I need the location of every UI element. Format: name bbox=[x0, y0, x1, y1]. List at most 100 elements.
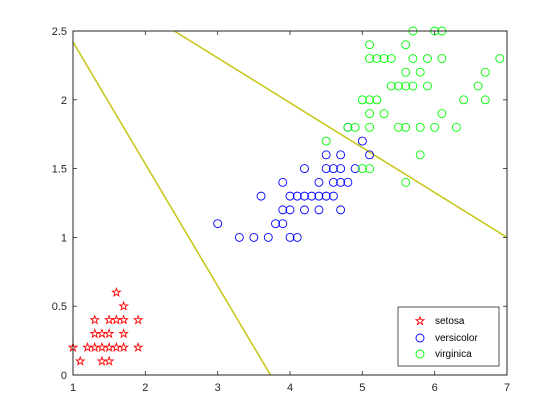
y-tick-label: 2 bbox=[61, 95, 67, 107]
virginica-point-15 bbox=[379, 54, 389, 63]
versicolor-point-34 bbox=[350, 164, 360, 174]
legend-symbol-versicolor bbox=[415, 333, 425, 343]
x-tick-label: 5 bbox=[359, 382, 365, 394]
setosa-point-19 bbox=[118, 314, 129, 325]
decision-boundaries bbox=[73, 31, 507, 375]
virginica-point-28 bbox=[415, 150, 425, 160]
versicolor-point-11 bbox=[285, 205, 295, 215]
virginica-point-2 bbox=[343, 122, 353, 132]
versicolor-point-24 bbox=[321, 150, 331, 160]
versicolor-point-26 bbox=[328, 177, 338, 187]
y-tick-label: 2.5 bbox=[52, 26, 67, 38]
virginica-point-14 bbox=[379, 109, 389, 119]
y-tick-label: 0.5 bbox=[52, 301, 67, 313]
x-tick-label: 7 bbox=[504, 382, 510, 394]
x-tick-label: 2 bbox=[142, 382, 148, 394]
setosa-point-21 bbox=[132, 341, 144, 352]
virginica-point-3 bbox=[350, 122, 360, 132]
virginica-point-19 bbox=[394, 81, 403, 91]
virginica-point-41 bbox=[480, 95, 490, 105]
virginica-point-35 bbox=[437, 109, 447, 119]
virginica-point-9 bbox=[365, 95, 375, 105]
legend-marker-virginica bbox=[415, 349, 425, 359]
virginica-point-5 bbox=[357, 95, 367, 105]
virginica-point-18 bbox=[394, 122, 403, 132]
y-tick-label: 1.5 bbox=[52, 164, 67, 176]
versicolor-point-19 bbox=[314, 205, 324, 215]
x-tick-label: 6 bbox=[432, 382, 438, 394]
versicolor-point-27 bbox=[328, 164, 338, 174]
virginica-point-13 bbox=[372, 54, 382, 63]
axis-ticks: 1 2 3 4 5 6 7 0 0.5 1 1.5 2 2.5 bbox=[52, 26, 510, 394]
virginica-point-43 bbox=[495, 54, 505, 63]
y-tick-label: 0 bbox=[61, 370, 67, 382]
legend-label-setosa: setosa bbox=[435, 316, 465, 327]
x-tick-label: 4 bbox=[287, 382, 293, 394]
virginica-point-38 bbox=[451, 122, 461, 132]
versicolor-point-17 bbox=[300, 164, 309, 174]
versicolor-point-36 bbox=[365, 150, 375, 160]
virginica-point-25 bbox=[408, 81, 418, 91]
versicolor-point-3 bbox=[249, 232, 259, 242]
virginica-point-22 bbox=[401, 81, 411, 91]
virginica-point-39 bbox=[459, 95, 469, 105]
virginica-point-36 bbox=[437, 54, 447, 63]
x-tick-label: 3 bbox=[215, 382, 221, 394]
versicolor-point-31 bbox=[336, 150, 346, 160]
legend: setosa versicolor virginica bbox=[397, 306, 500, 367]
setosa-point-16 bbox=[111, 286, 122, 297]
setosa-point-2 bbox=[74, 355, 86, 366]
versicolor-point-30 bbox=[336, 164, 346, 174]
boundary-line-2 bbox=[173, 31, 507, 239]
x-tick-label: 1 bbox=[70, 382, 76, 394]
versicolor-point-8 bbox=[278, 205, 288, 215]
legend-label-versicolor: versicolor bbox=[435, 333, 478, 344]
y-tick-label: 1 bbox=[61, 232, 67, 244]
virginica-point-4 bbox=[357, 164, 367, 174]
versicolor-point-15 bbox=[300, 205, 309, 215]
virginica-point-24 bbox=[401, 40, 411, 50]
versicolor-point-23 bbox=[321, 164, 331, 174]
virginica-point-23 bbox=[401, 67, 411, 77]
setosa-point-17 bbox=[118, 341, 129, 352]
setosa-point-10 bbox=[103, 355, 115, 366]
versicolor-point-32 bbox=[343, 177, 353, 187]
versicolor-point-4 bbox=[256, 191, 266, 201]
versicolor-point-22 bbox=[321, 191, 331, 201]
boundary-line-1 bbox=[73, 41, 272, 375]
virginica-point-40 bbox=[473, 81, 483, 91]
setosa-point-22 bbox=[132, 314, 144, 325]
versicolor-point-29 bbox=[336, 177, 346, 187]
virginica-point-17 bbox=[386, 54, 396, 63]
virginica-point-21 bbox=[401, 122, 411, 132]
versicolor-point-28 bbox=[336, 205, 346, 215]
versicolor-point-21 bbox=[314, 177, 324, 187]
versicolor-point-13 bbox=[292, 232, 302, 242]
versicolor-point-35 bbox=[357, 136, 367, 146]
virginica-point-10 bbox=[365, 54, 375, 63]
setosa-point-12 bbox=[103, 328, 115, 339]
versicolor-point-18 bbox=[307, 191, 317, 201]
versicolor-point-2 bbox=[234, 232, 244, 242]
virginica-point-33 bbox=[430, 122, 440, 132]
versicolor-point-10 bbox=[285, 232, 295, 242]
legend-symbol-virginica bbox=[415, 349, 425, 359]
legend-box bbox=[397, 306, 500, 367]
virginica-point-6 bbox=[365, 164, 375, 174]
virginica-point-8 bbox=[365, 109, 375, 119]
versicolor-point-20 bbox=[314, 191, 324, 201]
virginica-point-16 bbox=[386, 81, 396, 91]
virginica-point-31 bbox=[422, 81, 432, 91]
versicolor-point-6 bbox=[271, 219, 280, 229]
legend-marker-setosa bbox=[414, 315, 426, 326]
virginica-point-29 bbox=[415, 122, 425, 132]
versicolor-point-12 bbox=[285, 191, 295, 201]
virginica-point-26 bbox=[408, 54, 418, 63]
setosa-point-6 bbox=[89, 314, 100, 325]
virginica-point-7 bbox=[365, 122, 375, 132]
versicolor-point-5 bbox=[263, 232, 273, 242]
virginica-point-42 bbox=[480, 67, 490, 77]
versicolor-point-16 bbox=[300, 191, 309, 201]
versicolor-point-1 bbox=[213, 219, 223, 229]
